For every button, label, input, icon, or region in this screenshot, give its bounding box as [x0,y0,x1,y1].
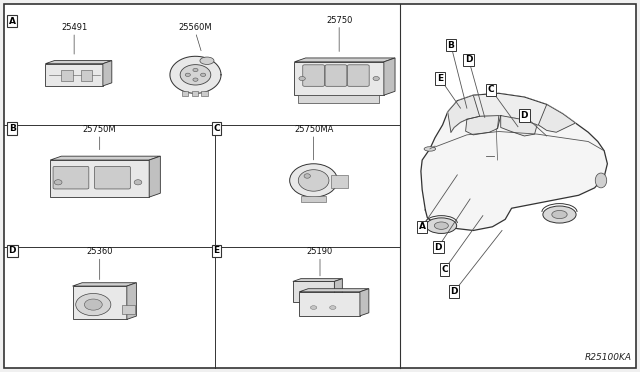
FancyBboxPatch shape [303,65,324,86]
Bar [298,95,380,103]
Bar [182,91,188,96]
Polygon shape [170,56,221,93]
Ellipse shape [299,77,305,81]
Text: B: B [9,124,15,133]
Polygon shape [293,279,342,282]
Ellipse shape [76,294,111,316]
Polygon shape [500,116,537,136]
Polygon shape [334,279,342,302]
Polygon shape [50,160,149,197]
FancyBboxPatch shape [95,166,131,189]
Ellipse shape [84,299,102,310]
Polygon shape [538,105,575,132]
Text: A: A [419,222,426,231]
Text: 25190: 25190 [307,247,333,256]
Polygon shape [72,286,127,320]
Polygon shape [149,156,161,197]
Ellipse shape [330,306,336,310]
Polygon shape [72,283,136,286]
Text: A: A [9,17,16,26]
Polygon shape [127,283,136,320]
Text: D: D [435,243,442,251]
Text: C: C [213,124,220,133]
Polygon shape [448,95,479,132]
Bar [81,70,92,81]
Ellipse shape [543,206,576,223]
Ellipse shape [304,174,310,178]
Ellipse shape [373,77,380,81]
Ellipse shape [298,170,329,191]
FancyBboxPatch shape [348,65,369,86]
Ellipse shape [134,180,142,185]
FancyBboxPatch shape [332,175,348,188]
Text: D: D [8,246,16,255]
Polygon shape [294,58,395,62]
Ellipse shape [54,180,62,185]
Ellipse shape [426,218,457,234]
Text: C: C [488,85,495,94]
Ellipse shape [435,222,449,230]
Bar [191,91,198,96]
Bar [122,305,135,314]
Polygon shape [466,116,499,135]
Text: 25491: 25491 [61,23,87,32]
Polygon shape [360,289,369,316]
Ellipse shape [200,73,205,77]
Polygon shape [45,64,103,86]
Ellipse shape [424,147,436,151]
Bar [301,196,326,202]
Polygon shape [421,93,607,231]
Text: R25100KA: R25100KA [585,353,632,362]
FancyBboxPatch shape [325,65,347,86]
Ellipse shape [200,57,214,64]
Text: 25750MA: 25750MA [294,125,333,134]
Ellipse shape [595,173,607,188]
Polygon shape [50,156,161,160]
Polygon shape [293,282,334,302]
Polygon shape [103,61,112,86]
Bar [201,91,207,96]
Ellipse shape [290,164,337,197]
Text: D: D [451,287,458,296]
Ellipse shape [193,78,198,81]
FancyBboxPatch shape [53,166,89,189]
Polygon shape [294,62,384,95]
Polygon shape [384,58,395,95]
Polygon shape [45,61,112,64]
Ellipse shape [310,306,317,310]
Text: 25560M: 25560M [179,23,212,32]
Polygon shape [300,292,360,316]
Ellipse shape [185,73,190,77]
FancyBboxPatch shape [4,4,636,368]
Text: E: E [437,74,443,83]
Text: C: C [441,265,448,274]
Text: 25750M: 25750M [83,125,116,134]
Ellipse shape [552,211,567,219]
Text: 25750: 25750 [326,16,353,25]
Polygon shape [300,289,369,292]
Bar [61,70,73,81]
Text: E: E [214,246,220,255]
Text: B: B [447,41,454,50]
Text: D: D [465,55,472,64]
Ellipse shape [180,65,211,85]
Ellipse shape [193,68,198,72]
Text: 25360: 25360 [86,247,113,256]
Polygon shape [451,93,575,132]
Text: D: D [520,111,528,120]
